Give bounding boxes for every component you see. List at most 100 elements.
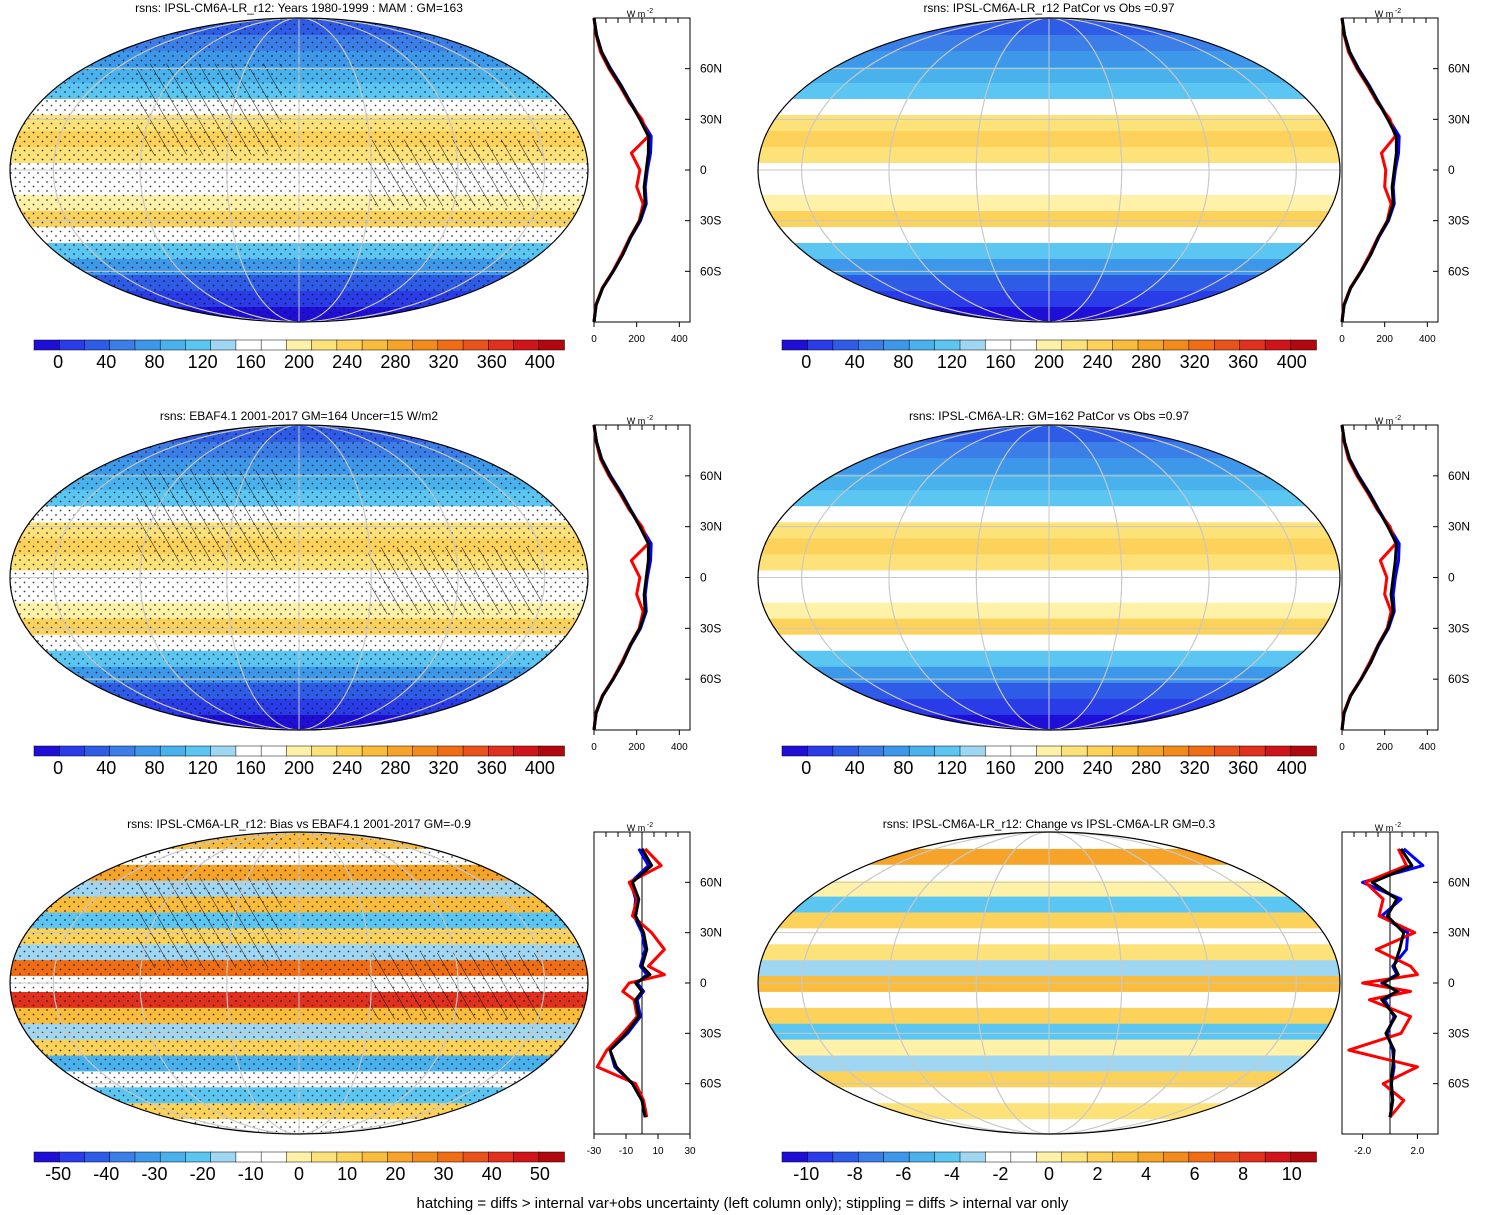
colorbar-cell bbox=[1264, 339, 1292, 351]
colorbar-cell bbox=[412, 339, 439, 351]
colorbar-cell bbox=[260, 339, 288, 351]
zonal-line-obs bbox=[1340, 424, 1398, 731]
map-field bbox=[10, 425, 588, 730]
zonal-ytick-label: 60S bbox=[700, 1077, 721, 1091]
colorbar-cell bbox=[985, 745, 1012, 757]
colorbar-cell bbox=[959, 745, 987, 757]
zonal-xtick-label: 400 bbox=[671, 334, 688, 345]
graticule-meridian bbox=[139, 425, 459, 730]
colorbar-cell bbox=[934, 339, 961, 351]
colorbar-tick-label: 80 bbox=[893, 758, 913, 778]
colorbar-cell bbox=[858, 745, 885, 757]
panel-1: rsns: IPSL-CM6A-LR_r12: Years 1980-1999 … bbox=[9, 1, 722, 372]
colorbar-tick-label: 320 bbox=[1180, 352, 1210, 372]
colorbar-cell bbox=[134, 745, 161, 757]
panel-5: rsns: IPSL-CM6A-LR_r12: Bias vs EBAF4.1 … bbox=[9, 817, 722, 1184]
colorbar-cell bbox=[210, 745, 237, 757]
zonal-ytick-label: 60S bbox=[700, 264, 721, 278]
colorbar-cell bbox=[387, 745, 414, 757]
colorbar-tick-label: -10 bbox=[238, 1164, 264, 1184]
zonal-line-obs bbox=[1340, 17, 1397, 323]
zonal-ytick-label: 0 bbox=[700, 976, 707, 990]
colorbar-tick-label: -50 bbox=[45, 1164, 71, 1184]
zonal-xtick-label: 0 bbox=[591, 742, 597, 753]
colorbar-cell bbox=[159, 339, 187, 351]
colorbar-tick-label: 0 bbox=[294, 1164, 304, 1184]
colorbar-cell bbox=[1036, 1151, 1063, 1163]
colorbar-cell bbox=[84, 339, 111, 351]
colorbar-tick-label: 0 bbox=[801, 758, 811, 778]
colorbar-cell bbox=[1061, 339, 1088, 351]
zonal-ytick-label: 60S bbox=[700, 672, 721, 686]
zonal-xtick-label: 0 bbox=[1339, 334, 1345, 345]
colorbar-tick-label: 2 bbox=[1093, 1164, 1103, 1184]
zonal-unit-superscript: -2 bbox=[647, 8, 653, 15]
colorbar-cell bbox=[58, 745, 86, 757]
colorbar-tick-label: 320 bbox=[1180, 758, 1210, 778]
zonal-unit-superscript: -2 bbox=[1395, 822, 1401, 829]
graticule-meridian bbox=[226, 18, 372, 322]
zonal-xtick-label: 200 bbox=[628, 334, 645, 345]
colorbar-tick-label: 120 bbox=[937, 352, 967, 372]
colorbar-tick-label: 400 bbox=[525, 352, 555, 372]
colorbar-tick-label: 280 bbox=[1131, 758, 1161, 778]
colorbar-cell bbox=[908, 339, 936, 351]
map-field bbox=[10, 832, 588, 1134]
hatching bbox=[368, 952, 542, 1020]
colorbar-tick-label: 10 bbox=[337, 1164, 357, 1184]
zonal-xtick-label: -10 bbox=[619, 1146, 634, 1157]
zonal-ytick-label: 30N bbox=[1448, 112, 1470, 126]
colorbar-cell bbox=[109, 339, 136, 351]
colorbar-cell bbox=[832, 745, 860, 757]
map-outline bbox=[9, 831, 589, 1135]
zonal-ytick-label: 30N bbox=[1448, 926, 1470, 940]
colorbar-cell bbox=[134, 1151, 161, 1163]
colorbar-tick-label: 40 bbox=[845, 352, 865, 372]
hatching bbox=[137, 877, 282, 968]
panel-6: rsns: IPSL-CM6A-LR_r12: Change vs IPSL-C… bbox=[757, 817, 1470, 1184]
colorbar-cell bbox=[1137, 1151, 1165, 1163]
colorbar-tick-label: -8 bbox=[847, 1164, 863, 1184]
colorbar-cell bbox=[412, 745, 439, 757]
colorbar-cell bbox=[538, 745, 565, 757]
map-outline bbox=[757, 17, 1341, 323]
graticule-meridian bbox=[975, 18, 1123, 322]
colorbar-cell bbox=[462, 745, 490, 757]
colorbar-cell bbox=[1112, 339, 1139, 351]
colorbar-cell bbox=[513, 745, 540, 757]
zonal-ytick-label: 0 bbox=[700, 571, 707, 585]
graticule-meridian bbox=[975, 832, 1123, 1134]
zonal-ytick-label: 60N bbox=[1448, 875, 1470, 889]
colorbar-cell bbox=[883, 339, 910, 351]
zonal-xtick-label: 400 bbox=[1419, 334, 1436, 345]
colorbar-cell bbox=[109, 1151, 136, 1163]
zonal-ytick-label: 30S bbox=[700, 214, 721, 228]
colorbar-cell bbox=[1112, 1151, 1139, 1163]
colorbar-tick-label: 360 bbox=[1228, 758, 1258, 778]
colorbar-tick-label: 240 bbox=[332, 352, 362, 372]
colorbar-cell bbox=[311, 339, 338, 351]
colorbar-cell bbox=[1086, 745, 1114, 757]
zonal-line-model bbox=[1370, 847, 1414, 1118]
colorbar-tick-label: 200 bbox=[1034, 352, 1064, 372]
zonal-line-model bbox=[608, 848, 654, 1118]
colorbar-cell bbox=[1239, 1151, 1266, 1163]
colorbar-tick-label: 50 bbox=[530, 1164, 550, 1184]
colorbar-tick-label: 0 bbox=[53, 352, 63, 372]
colorbar-cell bbox=[781, 1151, 809, 1163]
zonal-ytick-label: 60S bbox=[1448, 672, 1469, 686]
graticule-meridian bbox=[888, 18, 1210, 322]
colorbar-tick-label: 40 bbox=[96, 758, 116, 778]
colorbar-tick-label: -30 bbox=[141, 1164, 167, 1184]
zonal-xtick-label: 10 bbox=[652, 1146, 664, 1157]
colorbar-cell bbox=[934, 745, 961, 757]
colorbar-cell bbox=[1036, 745, 1063, 757]
colorbar-cell bbox=[985, 339, 1012, 351]
colorbar-tick-label: 120 bbox=[188, 758, 218, 778]
zonal-xtick-label: 200 bbox=[628, 742, 645, 753]
graticule-meridian bbox=[801, 425, 1297, 730]
colorbar-cell bbox=[1061, 1151, 1088, 1163]
map-field bbox=[10, 18, 588, 322]
colorbar-cell bbox=[84, 1151, 111, 1163]
map-field bbox=[758, 18, 1340, 322]
